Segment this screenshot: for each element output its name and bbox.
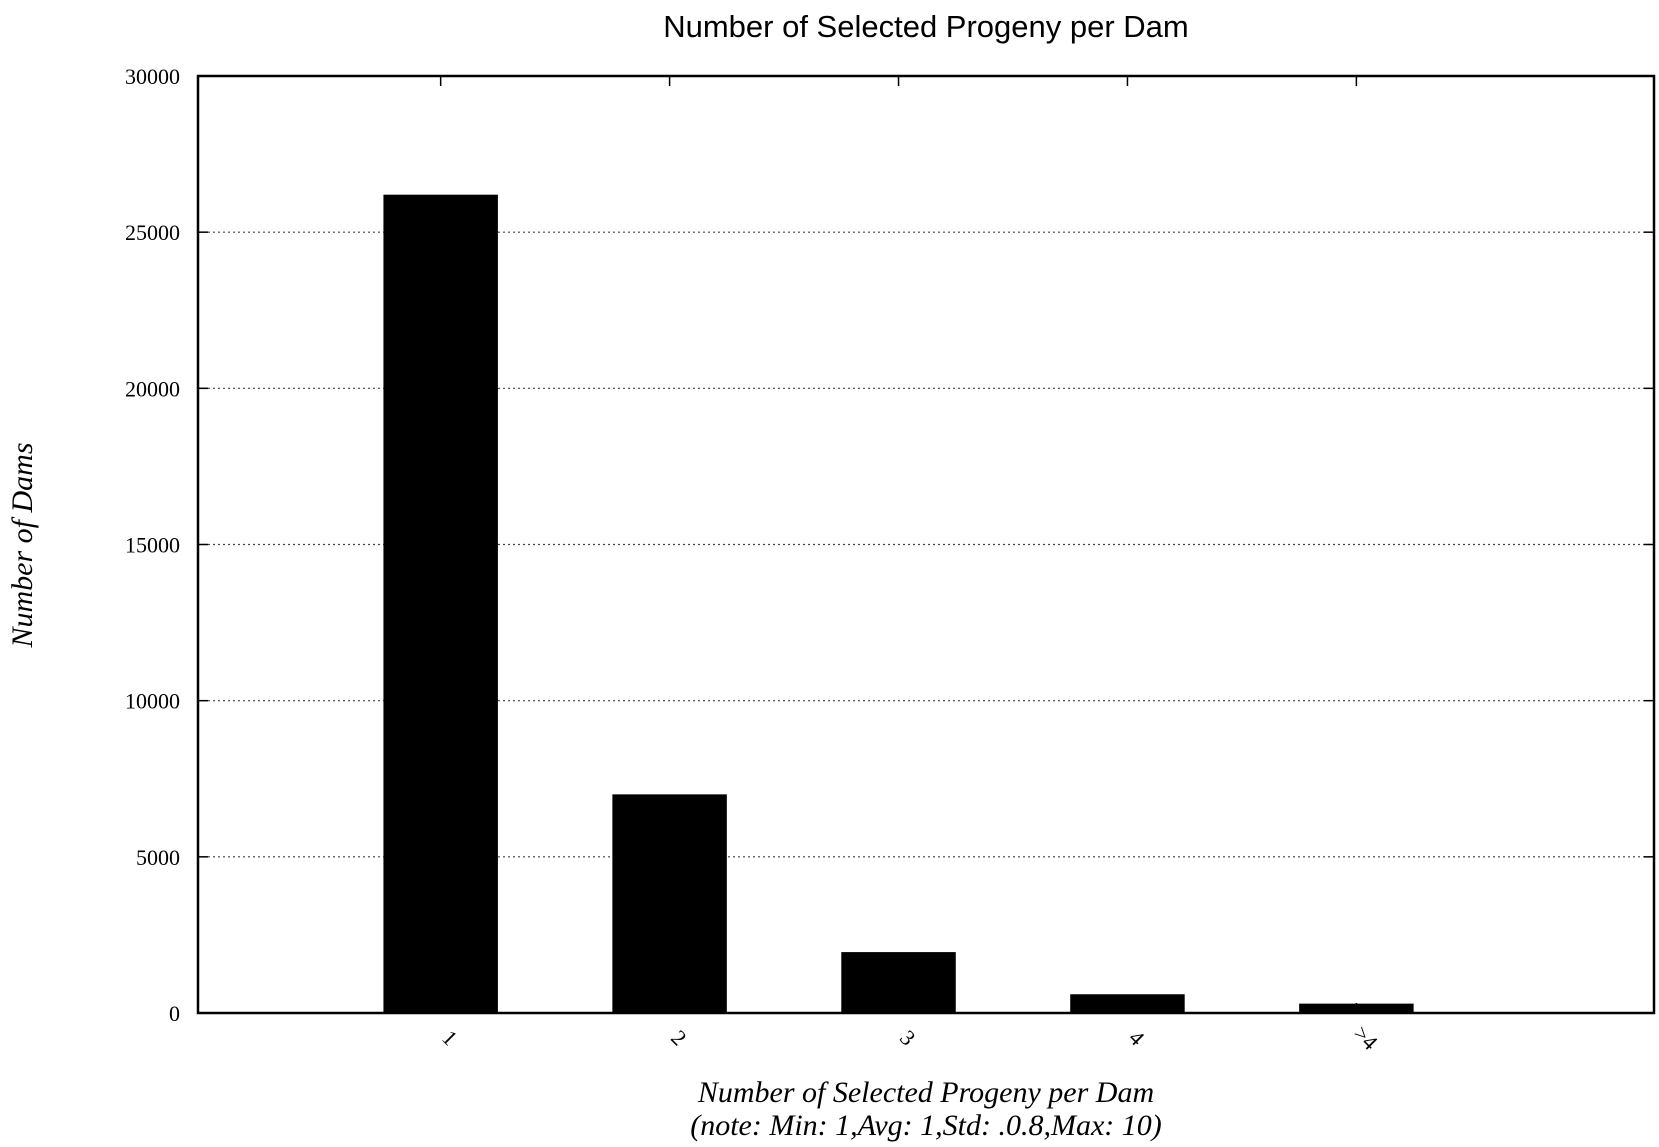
x-tick-label: 4 <box>1124 1025 1149 1050</box>
x-tick-label: 1 <box>437 1025 462 1050</box>
x-tick-label: >4 <box>1349 1021 1383 1055</box>
bar <box>612 794 727 1013</box>
x-tick-label: 3 <box>895 1025 920 1050</box>
x-axis-ticks: 1 2 3 4 >4 <box>437 76 1383 1055</box>
y-tick-label: 10000 <box>125 689 180 714</box>
x-axis-note: (note: Min: 1,Avg: 1,Std: .0.8,Max: 10) <box>690 1109 1162 1142</box>
chart-title: Number of Selected Progeny per Dam <box>663 9 1189 44</box>
y-tick-label: 20000 <box>125 376 180 401</box>
bar <box>841 952 956 1013</box>
y-tick-label: 0 <box>169 1001 180 1026</box>
y-axis-label: Number of Dams <box>6 442 39 648</box>
x-axis-label: Number of Selected Progeny per Dam <box>697 1076 1154 1109</box>
bars <box>383 194 1414 1014</box>
y-tick-label: 5000 <box>136 845 180 870</box>
y-tick-label: 30000 <box>125 64 180 89</box>
y-tick-label: 15000 <box>125 533 180 558</box>
x-tick-label: 2 <box>666 1025 691 1050</box>
plot-frame <box>196 74 1656 1015</box>
y-tick-label: 25000 <box>125 220 180 245</box>
y-axis-ticks: 0 5000 10000 15000 20000 25000 30000 <box>125 64 1654 1026</box>
bar <box>383 194 498 1014</box>
